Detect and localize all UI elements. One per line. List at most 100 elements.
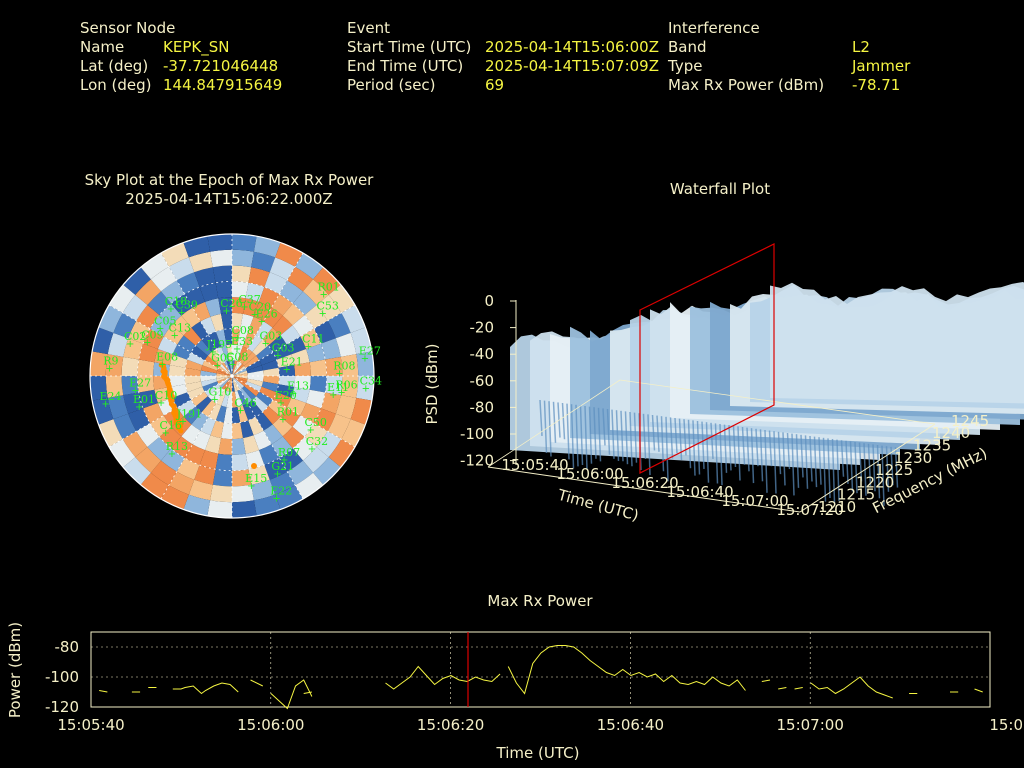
satellite-marker: + — [361, 353, 369, 364]
skyplot-cell — [150, 266, 177, 292]
skyplot-cell — [221, 362, 232, 376]
skyplot-cell — [183, 494, 211, 516]
satellite-marker: + — [228, 359, 236, 370]
waterfall-fringe — [845, 440, 849, 484]
skyplot-cell — [232, 249, 254, 268]
skyplot-cell — [232, 297, 246, 314]
skyplot-cell — [335, 332, 357, 357]
skyplot-cell — [150, 415, 172, 437]
satellite-label: C46 — [234, 397, 256, 410]
satellite-label: E33 — [231, 335, 253, 348]
power-series-line — [172, 682, 239, 695]
skyplot-cell — [223, 328, 232, 345]
skyplot-cell — [232, 500, 257, 518]
satellite-marker: + — [274, 351, 282, 362]
power-chart-grid — [91, 632, 990, 707]
satellite-label: C18 — [165, 295, 187, 308]
waterfall-strip — [770, 282, 1024, 404]
skyplot-cell — [218, 438, 232, 455]
skyplot-cell — [154, 349, 173, 366]
skyplot-cell — [143, 328, 164, 350]
skyplot-cell — [295, 253, 324, 280]
skyplot-cell — [221, 390, 230, 408]
satellite-label: E01 — [133, 393, 155, 406]
sensor-name-value: KEPK_SN — [163, 38, 230, 56]
satellite-label: C02 — [124, 330, 146, 343]
skyplot-cell — [217, 376, 232, 384]
waterfall-fringe — [755, 428, 759, 467]
waterfall-zlabel: PSD (dBm) — [423, 343, 441, 424]
waterfall-fringe — [773, 431, 777, 494]
skyplot-cell — [244, 383, 260, 397]
waterfall-fringe — [575, 404, 579, 467]
waterfall-fringe — [692, 420, 696, 476]
interference-band-label: Band — [668, 38, 707, 56]
skyplot-cell — [135, 279, 162, 306]
interference-power-label: Max Rx Power (dBm) — [668, 76, 825, 94]
skyplot-cell — [168, 376, 186, 387]
skyplot-cell — [232, 438, 246, 455]
skyplot-cell — [192, 430, 211, 451]
satellite-label: C39 — [175, 298, 197, 311]
satellite-marker: + — [171, 330, 179, 341]
satellite-marker: + — [308, 444, 316, 455]
power-chart-y-tick: -100 — [45, 668, 79, 686]
skyplot-cell — [252, 339, 269, 356]
waterfall-fringe — [651, 414, 656, 451]
skyplot-cell — [168, 257, 195, 281]
skyplot-cell — [232, 376, 248, 379]
skyplot-cell — [205, 298, 222, 317]
skyplot-cell — [232, 376, 238, 392]
waterfall-fringe — [885, 446, 890, 492]
skyplot-cell — [237, 389, 248, 406]
skyplot-cell — [184, 376, 201, 385]
skyplot-cell — [201, 400, 217, 417]
event-title: Event — [347, 19, 390, 37]
skyplot-cell — [218, 365, 232, 376]
waterfall-fringe — [588, 406, 593, 464]
skyplot-cell — [242, 351, 257, 366]
skyplot-cell — [253, 494, 281, 516]
skyplot-cell — [263, 376, 280, 385]
skyplot-grid — [89, 233, 375, 519]
skyplot-cell — [313, 408, 336, 432]
satellite-label: G05 — [211, 351, 234, 364]
power-chart-x-tick: 15:07:00 — [777, 716, 844, 734]
waterfall-fringe — [566, 403, 570, 460]
skyplot-cell — [123, 392, 144, 414]
skyplot-cell — [212, 265, 232, 283]
skyplot-cell — [168, 365, 186, 376]
skyplot-cell — [302, 279, 329, 306]
waterfall-fringe — [881, 445, 885, 506]
event-start-label: Start Time (UTC) — [347, 38, 472, 56]
skyplot-cell — [271, 294, 293, 316]
waterfall-time-tick-label: 15:06:20 — [611, 474, 678, 492]
waterfall-fringe — [629, 411, 633, 467]
satellite-label: C13 — [169, 321, 191, 334]
satellite-marker: + — [233, 333, 241, 344]
skyplot-cell — [240, 313, 254, 332]
skyplot-cell — [246, 365, 264, 374]
skyplot-cell — [192, 301, 211, 322]
skyplot-cell — [163, 325, 184, 345]
waterfall-freq-tick-label: 1225 — [875, 461, 913, 479]
skyplot-ring — [136, 280, 328, 472]
skyplot-cell — [212, 469, 232, 487]
skyplot-cell — [240, 420, 254, 439]
waterfall-fringe — [768, 430, 773, 467]
interference-power-value: -78.71 — [852, 76, 901, 94]
skyplot-cell — [207, 500, 232, 518]
waterfall-fringe — [854, 441, 858, 494]
satellite-marker: + — [158, 360, 166, 371]
satellite-marker: + — [168, 449, 176, 460]
skyplot-cell — [232, 376, 235, 392]
satellite-marker: + — [211, 394, 219, 405]
skyplot-cell — [207, 351, 222, 366]
waterfall-fringe — [665, 416, 669, 482]
skyplot-cell — [232, 376, 248, 382]
skyplot-cell — [171, 315, 192, 336]
skyplot-cell — [294, 376, 311, 390]
waterfall-fringe — [809, 435, 813, 482]
satellite-marker: + — [289, 388, 297, 399]
skyplot-cell — [255, 412, 273, 431]
